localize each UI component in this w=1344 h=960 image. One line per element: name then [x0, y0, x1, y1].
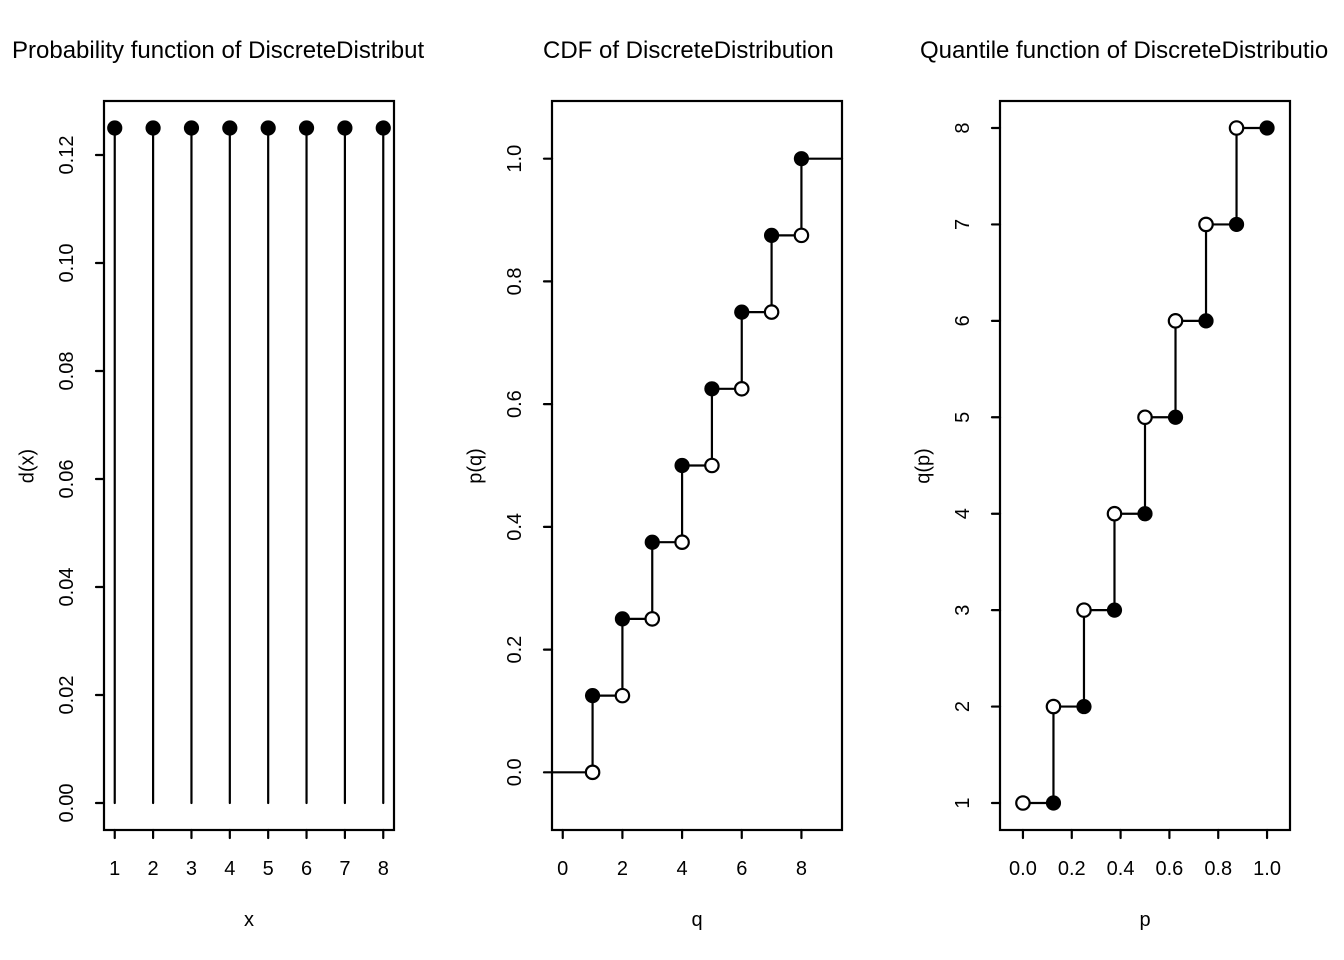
- data-point-filled: [614, 611, 631, 627]
- data-point-open: [793, 227, 810, 244]
- data-point-filled: [734, 304, 750, 320]
- x-axis-tick-label: 4: [224, 858, 235, 880]
- data-point-open: [674, 534, 690, 551]
- data-point-open: [704, 457, 720, 474]
- data-point-open: [1198, 216, 1214, 233]
- data-point-filled: [1137, 506, 1153, 522]
- data-point-filled: [1106, 602, 1123, 618]
- y-axis-tick-label: 0.02: [56, 676, 78, 715]
- y-axis-tick-label: 0.8: [504, 268, 526, 296]
- data-point-open: [584, 764, 601, 781]
- data-point-open: [1076, 602, 1092, 618]
- x-axis-tick-label: 4: [677, 858, 688, 880]
- y-axis-tick-label: 0.2: [504, 636, 526, 664]
- quantile-title: Quantile function of DiscreteDistributio: [920, 37, 1329, 64]
- data-point-open: [1015, 795, 1031, 811]
- cdf-plot-canvas: 0 2 4 6 8 0.0 0.2 0.4 0.6 0.8 1.0: [504, 99, 844, 880]
- y-axis-tick-label: 4: [952, 508, 974, 519]
- data-point-open: [644, 611, 661, 627]
- x-axis-tick-label: 1: [109, 858, 120, 880]
- y-axis-tick-label: 0.0: [504, 758, 526, 786]
- x-axis-tick-label: 0.0: [1009, 858, 1037, 880]
- data-point-filled: [1167, 409, 1184, 425]
- data-point-filled: [1198, 313, 1214, 329]
- data-point-open: [614, 687, 631, 704]
- panel-pmf: 1 2 3 4 5 6 7 8 0.00 0.02 0.04 0.06 0.08 0.10 0.12 Pro…: [0, 0, 448, 960]
- x-axis-tick-label: 2: [617, 858, 628, 880]
- x-axis-tick-label: 6: [736, 858, 747, 880]
- x-axis-tick-label: 0.2: [1058, 858, 1086, 880]
- y-axis-tick-label: 3: [952, 605, 974, 616]
- x-axis-tick-label: 8: [796, 858, 807, 880]
- data-point-filled: [222, 120, 238, 136]
- data-point-filled: [337, 120, 353, 136]
- y-axis-tick-label: 1.0: [504, 145, 526, 173]
- x-axis-tick-label: 0.6: [1156, 858, 1184, 880]
- x-axis-tick-label: 0: [557, 858, 568, 880]
- quantile-x-axis-label: p: [1139, 909, 1151, 931]
- y-axis-tick-label: 8: [952, 122, 974, 133]
- data-point-open: [1106, 505, 1123, 522]
- plot-box: [102, 99, 396, 832]
- panel-quantile: 0.0 0.2 0.4 0.6 0.8 1.0 1 2 3 4 5 6 7 8 Quantile func…: [896, 0, 1344, 960]
- cdf-y-axis-label: p(q): [464, 448, 487, 484]
- y-axis-tick-label: 0.06: [56, 460, 78, 499]
- data-point-filled: [584, 688, 601, 704]
- data-point-filled: [1076, 698, 1092, 715]
- x-axis-tick-label: 0.8: [1204, 858, 1232, 880]
- plot-box: [550, 99, 844, 832]
- x-axis-tick-label: 5: [263, 858, 274, 880]
- x-axis-tick-label: 7: [339, 858, 350, 880]
- y-axis-tick-label: 5: [952, 412, 974, 423]
- data-point-filled: [183, 120, 200, 136]
- x-axis-tick-label: 0.4: [1107, 858, 1135, 880]
- pmf-x-axis-label: x: [244, 909, 254, 931]
- panel-cdf: 0 2 4 6 8 0.0 0.2 0.4 0.6 0.8 1.0 CDF of DiscreteD…: [448, 0, 896, 960]
- y-axis-tick-label: 0.6: [504, 390, 526, 418]
- y-axis-tick-label: 0.08: [56, 352, 78, 391]
- cdf-title: CDF of DiscreteDistribution: [543, 37, 834, 64]
- data-point-filled: [674, 457, 690, 474]
- cdf-x-axis-label: q: [691, 909, 703, 931]
- quantile-plot-canvas: 0.0 0.2 0.4 0.6 0.8 1.0 1 2 3 4 5 6 7 8: [952, 99, 1292, 880]
- data-point-filled: [644, 534, 660, 550]
- y-axis-tick-label: 0.04: [56, 568, 78, 607]
- data-point-filled: [145, 120, 161, 136]
- x-axis-tick-label: 8: [378, 858, 389, 880]
- y-axis-tick-label: 7: [952, 219, 974, 230]
- y-axis-tick-label: 6: [952, 315, 974, 326]
- data-point-filled: [1228, 216, 1245, 233]
- pmf-title: Probability function of DiscreteDistribu…: [12, 37, 425, 64]
- data-point-filled: [375, 120, 391, 136]
- data-point-open: [763, 304, 780, 320]
- data-point-filled: [1045, 795, 1062, 811]
- data-point-filled: [107, 120, 123, 136]
- data-point-open: [1045, 698, 1062, 715]
- x-axis-tick-label: 1.0: [1253, 858, 1281, 880]
- data-point-open: [1228, 120, 1245, 136]
- y-axis-tick-label: 2: [952, 701, 974, 712]
- pmf-y-axis-label: d(x): [16, 448, 39, 484]
- y-axis-tick-label: 0.4: [504, 513, 526, 541]
- data-point-filled: [793, 151, 810, 167]
- data-point-filled: [1259, 120, 1275, 136]
- quantile-y-axis-label: q(p): [912, 448, 935, 484]
- data-point-open: [1137, 409, 1153, 426]
- x-axis-tick-label: 2: [148, 858, 159, 880]
- plot-box: [998, 99, 1292, 832]
- data-point-filled: [763, 227, 780, 243]
- data-point-filled: [260, 120, 276, 136]
- x-axis-tick-label: 6: [301, 858, 312, 880]
- data-point-filled: [704, 381, 720, 397]
- y-axis-tick-label: 0.00: [56, 784, 78, 823]
- pmf-plot-canvas: 1 2 3 4 5 6 7 8 0.00 0.02 0.04 0.06 0.08 0.10 0.12: [56, 99, 396, 880]
- data-point-filled: [298, 120, 315, 136]
- y-axis-tick-label: 0.10: [56, 244, 78, 283]
- x-axis-tick-label: 3: [186, 858, 197, 880]
- y-axis-tick-label: 1: [952, 797, 974, 808]
- data-point-open: [1167, 313, 1184, 329]
- y-axis-tick-label: 0.12: [56, 136, 78, 175]
- data-point-open: [733, 380, 750, 397]
